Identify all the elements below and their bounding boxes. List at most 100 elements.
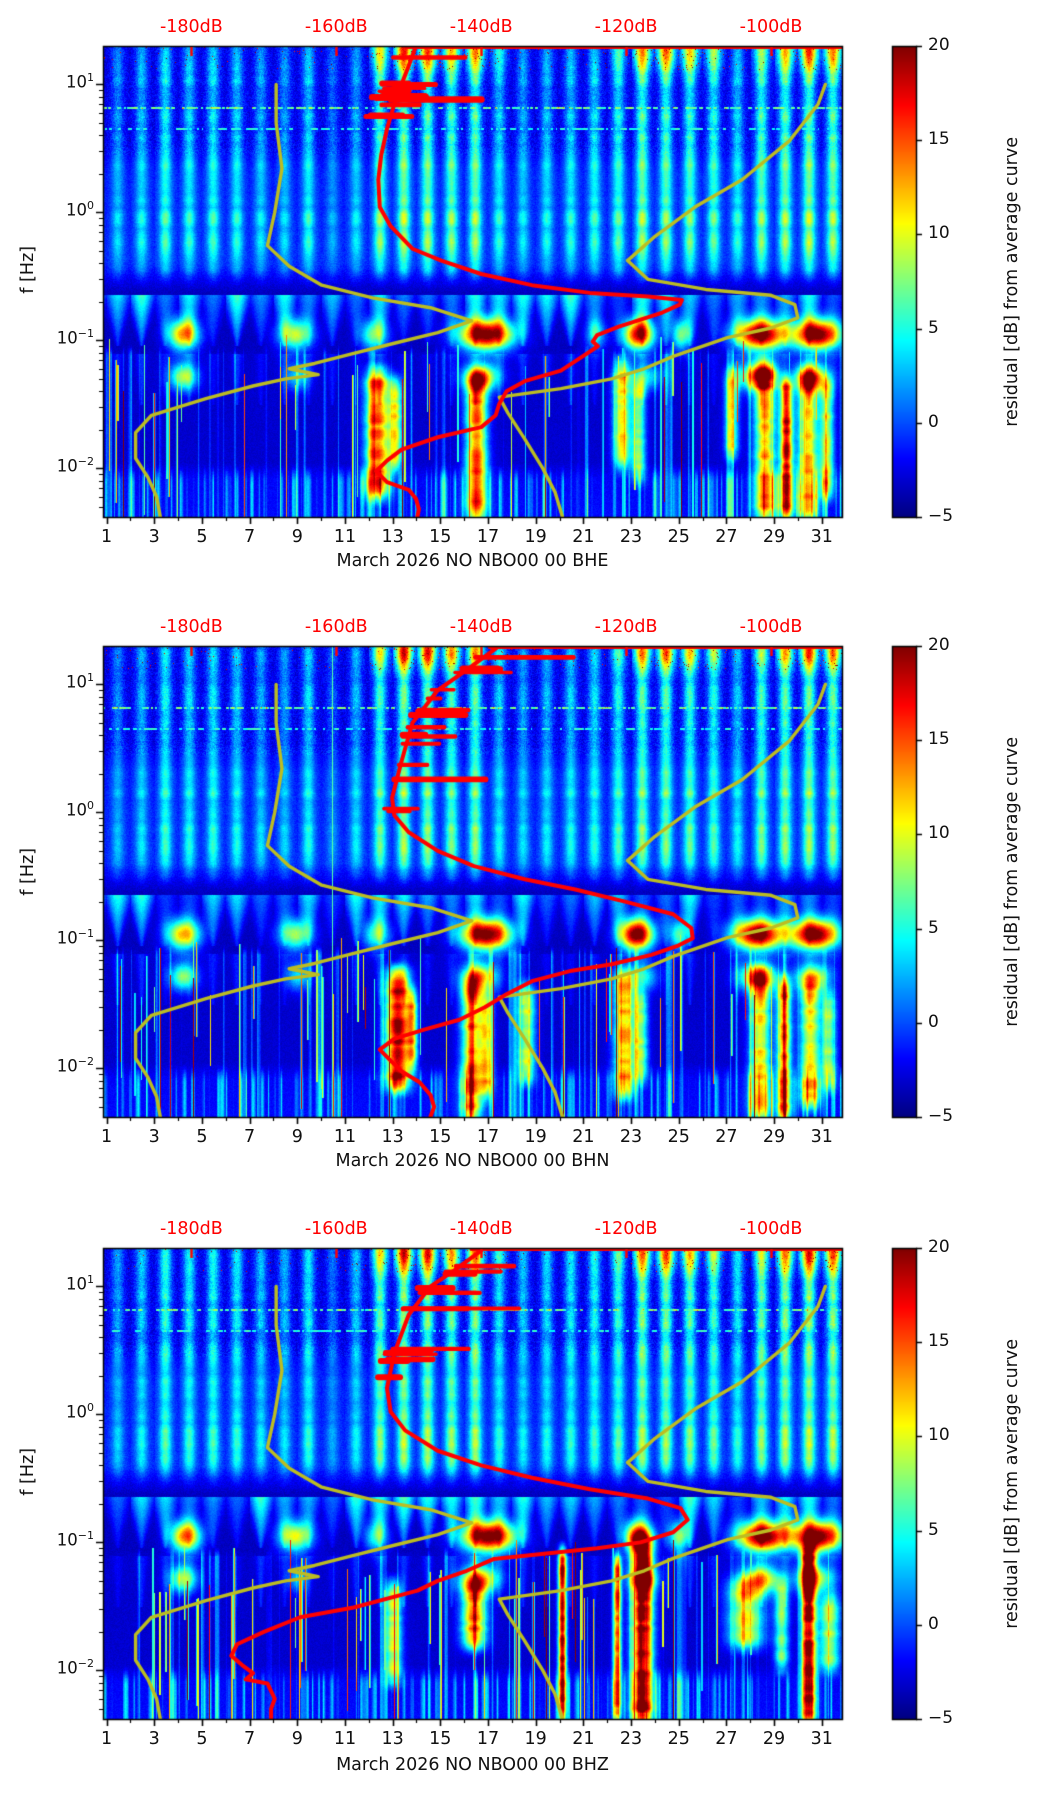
spectrogram-canvas-bhe — [0, 0, 1052, 602]
colorbar-tick-label: −5 — [928, 1106, 954, 1126]
top-axis-tick-label: -120dB — [594, 17, 658, 37]
top-axis-tick-label: -160dB — [304, 17, 368, 37]
colorbar-tick-label: 10 — [928, 1425, 950, 1446]
top-axis-tick-label: -180dB — [159, 617, 223, 637]
x-axis-tick-label: 11 — [333, 1729, 357, 1749]
y-axis-tick-label: 10−1 — [56, 327, 94, 348]
top-axis-tick-label: -100dB — [739, 617, 803, 637]
panel-bhz: f [Hz] March 2026 NO NBO00 00 BHZ residu… — [0, 1202, 1052, 1806]
x-axis-tick-label: 13 — [381, 527, 404, 547]
colorbar-tick-label: 0 — [928, 1011, 939, 1032]
x-axis-tick-label: 29 — [762, 1127, 786, 1147]
x-axis-tick-label: 23 — [619, 1729, 643, 1749]
x-axis-tick-label: 17 — [476, 1127, 500, 1147]
colorbar-tick-label: 10 — [928, 823, 950, 844]
x-axis-tick-label: 13 — [381, 1127, 404, 1147]
colorbar-tick-label: 0 — [928, 1613, 939, 1634]
x-axis-tick-label: 19 — [524, 527, 547, 547]
x-axis-tick-label: 23 — [619, 527, 643, 547]
x-axis-label-bhe: March 2026 NO NBO00 00 BHE — [336, 551, 609, 571]
x-axis-tick-label: 1 — [100, 1127, 113, 1147]
tick-labels-layer: -180dB -160dB -140dB -120dB -100dB 1 3 5 7 9 11 13 1… — [0, 602, 1052, 1202]
y-axis-tick-label: 10−2 — [56, 455, 94, 476]
x-axis-tick-label: 17 — [476, 1729, 500, 1749]
x-axis-tick-label: 1 — [100, 527, 113, 547]
top-axis-tick-label: -100dB — [739, 17, 803, 37]
top-axis-tick-label: -140dB — [449, 1219, 513, 1239]
x-axis-tick-label: 19 — [524, 1729, 547, 1749]
top-axis-tick-label: -100dB — [739, 1219, 803, 1239]
colorbar-tick-label: 0 — [928, 411, 939, 432]
y-axis-tick-label: 101 — [66, 671, 94, 692]
x-axis-tick-label: 13 — [381, 1729, 404, 1749]
x-axis-tick-label: 21 — [572, 527, 595, 547]
colorbar-tick-label: 20 — [928, 35, 950, 55]
x-axis-tick-label: 7 — [244, 527, 256, 547]
top-axis-tick-label: -180dB — [159, 1219, 223, 1239]
colorbar-tick-label: 20 — [928, 635, 950, 655]
top-axis-tick-label: -160dB — [304, 617, 368, 637]
x-axis-tick-label: 19 — [524, 1127, 547, 1147]
x-axis-tick-label: 25 — [667, 527, 690, 547]
top-axis-tick-label: -140dB — [449, 617, 513, 637]
x-axis-tick-label: 31 — [810, 527, 833, 547]
x-axis-tick-label: 15 — [429, 527, 452, 547]
x-axis-label-bhz: March 2026 NO NBO00 00 BHZ — [336, 1755, 609, 1775]
colorbar-tick-label: −5 — [928, 1708, 954, 1728]
x-axis-tick-label: 5 — [196, 1127, 208, 1147]
y-axis-tick-label: 100 — [66, 199, 94, 220]
x-axis-tick-label: 1 — [100, 1729, 113, 1749]
x-axis-tick-label: 25 — [667, 1729, 690, 1749]
panel-bhn: f [Hz] March 2026 NO NBO00 00 BHN residu… — [0, 602, 1052, 1202]
panel-bhe: f [Hz] March 2026 NO NBO00 00 BHE residu… — [0, 0, 1052, 602]
colorbar-tick-label: 15 — [928, 729, 950, 750]
y-axis-tick-label: 101 — [66, 1273, 94, 1294]
x-axis-tick-label: 31 — [810, 1729, 833, 1749]
x-axis-tick-label: 7 — [244, 1127, 256, 1147]
x-axis-tick-label: 9 — [291, 527, 303, 547]
x-axis-tick-label: 7 — [244, 1729, 256, 1749]
x-axis-tick-label: 15 — [429, 1729, 452, 1749]
colorbar-tick-label: 5 — [928, 317, 939, 338]
x-axis-tick-label: 27 — [715, 1127, 738, 1147]
colorbar-tick-label: 15 — [928, 1331, 950, 1352]
x-axis-tick-label: 27 — [715, 1729, 738, 1749]
x-axis-label-bhn: March 2026 NO NBO00 00 BHN — [335, 1151, 610, 1171]
spectrogram-canvas-bhz — [0, 1202, 1052, 1806]
x-axis-tick-label: 29 — [762, 527, 786, 547]
colorbar-tick-label: 20 — [928, 1237, 950, 1257]
top-axis-tick-label: -120dB — [594, 1219, 658, 1239]
x-axis-tick-label: 25 — [667, 1127, 690, 1147]
x-axis-tick-label: 3 — [148, 1729, 160, 1749]
x-axis-tick-label: 21 — [572, 1729, 595, 1749]
x-axis-tick-label: 9 — [291, 1729, 303, 1749]
x-axis-tick-label: 3 — [148, 527, 160, 547]
colorbar-tick-label: 15 — [928, 129, 950, 150]
y-axis-tick-label: 100 — [66, 799, 94, 820]
y-axis-tick-label: 10−2 — [56, 1055, 94, 1076]
x-axis-tick-label: 3 — [148, 1127, 160, 1147]
x-axis-tick-label: 5 — [196, 527, 208, 547]
colorbar-tick-label: 10 — [928, 223, 950, 244]
x-axis-tick-label: 15 — [429, 1127, 452, 1147]
top-axis-tick-label: -160dB — [304, 1219, 368, 1239]
y-axis-tick-label: 10−1 — [56, 1529, 94, 1550]
x-axis-tick-label: 27 — [715, 527, 738, 547]
spectrogram-canvas-bhn — [0, 602, 1052, 1202]
x-axis-tick-label: 5 — [196, 1729, 208, 1749]
colorbar-tick-label: 5 — [928, 917, 939, 938]
x-axis-tick-label: 29 — [762, 1729, 786, 1749]
y-axis-tick-label: 100 — [66, 1401, 94, 1422]
colorbar-tick-label: 5 — [928, 1519, 939, 1540]
x-axis-tick-label: 23 — [619, 1127, 643, 1147]
y-axis-tick-label: 101 — [66, 71, 94, 92]
x-axis-tick-label: 11 — [333, 527, 357, 547]
x-axis-tick-label: 9 — [291, 1127, 303, 1147]
x-axis-tick-label: 21 — [572, 1127, 595, 1147]
x-axis-tick-label: 31 — [810, 1127, 833, 1147]
tick-labels-layer: -180dB -160dB -140dB -120dB -100dB 1 3 5 7 9 11 13 1… — [0, 1202, 1052, 1806]
y-axis-tick-label: 10−2 — [56, 1657, 94, 1678]
top-axis-tick-label: -180dB — [159, 17, 223, 37]
top-axis-tick-label: -140dB — [449, 17, 513, 37]
